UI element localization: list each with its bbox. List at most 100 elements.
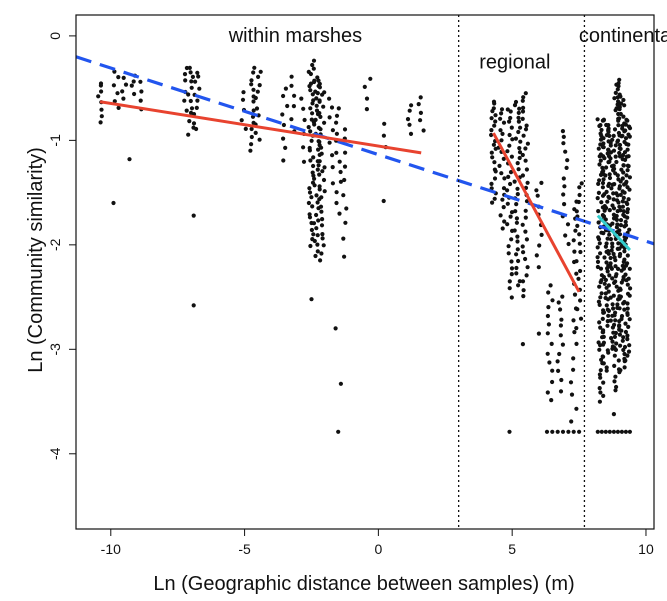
data-point xyxy=(312,79,317,85)
data-point xyxy=(613,318,618,323)
data-point xyxy=(601,361,606,366)
data-point xyxy=(627,134,632,139)
data-point xyxy=(617,107,622,112)
data-point xyxy=(492,123,497,128)
data-point xyxy=(521,294,526,299)
data-point xyxy=(489,128,494,133)
data-point xyxy=(336,429,341,434)
data-point xyxy=(182,72,188,77)
data-point xyxy=(516,283,521,288)
data-point xyxy=(341,236,346,241)
data-point xyxy=(627,175,633,180)
data-point xyxy=(498,213,503,218)
data-point xyxy=(329,105,335,110)
data-point xyxy=(309,297,314,302)
data-point xyxy=(597,123,602,129)
data-point xyxy=(613,90,618,95)
data-point xyxy=(520,279,526,284)
data-point xyxy=(330,165,335,170)
data-point xyxy=(320,92,325,97)
data-point xyxy=(516,119,522,124)
data-point xyxy=(613,154,618,159)
data-point xyxy=(491,142,496,147)
data-point xyxy=(514,202,519,207)
data-point xyxy=(188,70,193,75)
data-point xyxy=(623,329,629,335)
data-point xyxy=(561,192,566,197)
data-point xyxy=(621,97,626,103)
data-point xyxy=(604,122,609,128)
data-point xyxy=(115,91,120,96)
data-point xyxy=(311,66,316,71)
data-point xyxy=(617,246,622,251)
data-point xyxy=(307,190,313,195)
data-point xyxy=(191,213,196,218)
data-point xyxy=(492,176,498,181)
data-point xyxy=(314,193,319,198)
data-point xyxy=(556,300,561,305)
data-point xyxy=(132,91,137,97)
data-point xyxy=(603,173,608,178)
data-point xyxy=(627,293,632,298)
data-point xyxy=(625,312,630,317)
data-point xyxy=(500,197,505,202)
data-point xyxy=(539,232,544,237)
data-point xyxy=(617,332,623,337)
data-point xyxy=(493,113,498,118)
data-point xyxy=(255,89,260,94)
data-point xyxy=(292,93,297,98)
data-point xyxy=(498,116,503,121)
data-point xyxy=(312,122,317,127)
data-point xyxy=(139,89,144,94)
data-point xyxy=(550,368,555,373)
data-point xyxy=(575,307,580,312)
data-point xyxy=(513,209,518,214)
data-point xyxy=(599,291,604,296)
data-point xyxy=(620,338,625,343)
data-point xyxy=(322,165,327,170)
data-point xyxy=(622,249,627,254)
data-point xyxy=(316,163,321,168)
data-point xyxy=(569,419,574,424)
data-point xyxy=(186,92,191,97)
data-point xyxy=(613,274,618,279)
data-point xyxy=(338,381,343,386)
data-point xyxy=(596,209,601,214)
data-point xyxy=(597,162,602,167)
data-point xyxy=(317,85,322,90)
data-point xyxy=(99,114,104,119)
data-point xyxy=(598,280,603,285)
data-point xyxy=(524,273,529,278)
data-point xyxy=(251,87,256,92)
data-point xyxy=(317,111,322,116)
data-point xyxy=(509,237,514,242)
data-point xyxy=(623,122,629,127)
data-point xyxy=(625,168,630,173)
data-point xyxy=(318,127,323,132)
data-point xyxy=(520,244,525,249)
data-point xyxy=(578,268,583,274)
data-point xyxy=(627,126,633,131)
data-point xyxy=(602,255,607,260)
y-tick-label: 0 xyxy=(47,32,63,40)
data-point xyxy=(607,195,612,200)
data-point xyxy=(327,96,332,101)
data-point xyxy=(258,69,263,74)
data-point xyxy=(601,334,606,339)
data-point xyxy=(604,303,609,308)
data-point xyxy=(316,218,321,223)
data-point xyxy=(249,142,254,147)
data-point xyxy=(621,114,626,119)
data-point xyxy=(195,98,200,103)
data-point xyxy=(625,201,630,207)
data-point xyxy=(613,108,618,113)
data-point xyxy=(515,247,520,252)
data-point xyxy=(309,227,314,233)
data-point xyxy=(499,138,504,143)
data-point xyxy=(598,266,604,271)
data-point xyxy=(608,261,613,266)
data-point xyxy=(595,196,600,201)
data-point xyxy=(558,333,563,338)
data-point xyxy=(611,206,617,211)
data-point xyxy=(600,316,605,321)
